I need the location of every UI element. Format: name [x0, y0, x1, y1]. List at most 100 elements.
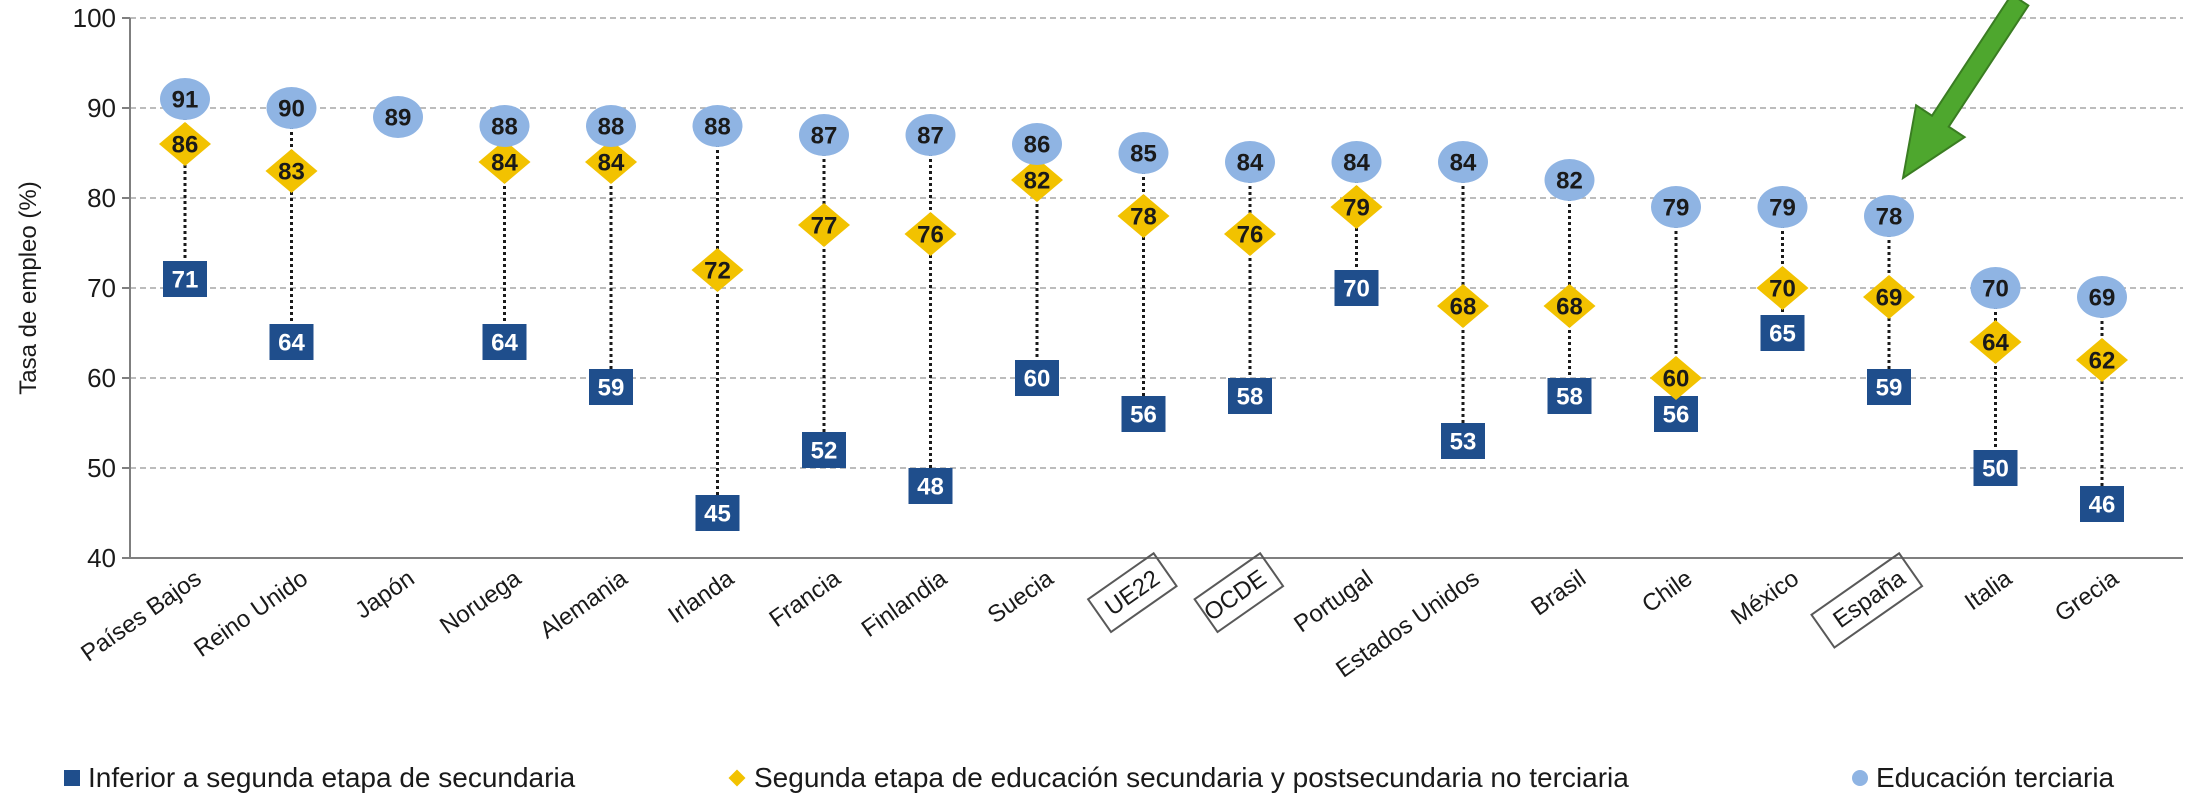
category-label-box	[1086, 551, 1178, 634]
tertiary-circle	[799, 114, 849, 156]
legend-label: Educación terciaria	[1876, 762, 2115, 793]
y-tick-label: 90	[87, 93, 116, 123]
category-label-group: Reino Unido	[189, 565, 313, 663]
tertiary-circle	[266, 87, 317, 129]
category-label: Países Bajos	[76, 565, 206, 667]
tertiary-value-label: 88	[491, 114, 518, 141]
tertiary-value-label: 90	[278, 96, 305, 123]
upper-secondary-value-label: 79	[1343, 195, 1370, 222]
category-label: OCDE	[1199, 565, 1271, 627]
upper-secondary-diamond	[1543, 284, 1596, 328]
tertiary-value-label: 84	[1237, 150, 1264, 177]
lower-secondary-square	[2080, 486, 2124, 522]
tertiary-circle	[1331, 141, 1382, 183]
category-label: Reino Unido	[189, 565, 313, 663]
upper-secondary-diamond	[1224, 212, 1276, 256]
legend-label: Inferior a segunda etapa de secundaria	[88, 762, 576, 793]
upper-secondary-value-label: 68	[1450, 294, 1477, 321]
lower-secondary-square	[1760, 315, 1805, 351]
upper-secondary-diamond	[1863, 275, 1915, 319]
category-label: Francia	[764, 564, 846, 632]
legend-item-upper-secondary: Segunda etapa de educación secundaria y …	[728, 762, 1629, 794]
upper-secondary-diamond	[1437, 284, 1489, 328]
upper-secondary-value-label: 84	[598, 150, 625, 177]
tertiary-value-label: 86	[1024, 132, 1051, 159]
lower-secondary-square	[1867, 369, 1911, 405]
category-label: Italia	[1960, 564, 2018, 616]
tertiary-circle	[1651, 186, 1701, 228]
category-label-group: Japón	[350, 565, 419, 625]
tertiary-value-label: 84	[1450, 150, 1477, 177]
tertiary-circle	[692, 105, 743, 147]
tertiary-value-label: 84	[1343, 150, 1370, 177]
upper-secondary-value-label: 62	[2089, 348, 2116, 375]
legend-item-tertiary: Educación terciaria	[1852, 762, 2114, 794]
upper-secondary-value-label: 70	[1769, 276, 1796, 303]
tertiary-circle	[479, 105, 530, 147]
category-label: Irlanda	[663, 564, 739, 629]
lower-secondary-square	[1015, 360, 1059, 396]
upper-secondary-value-label: 83	[278, 159, 305, 186]
lower-secondary-value-label: 70	[1343, 276, 1370, 303]
lower-secondary-value-label: 48	[917, 474, 944, 501]
legend-square-marker	[64, 770, 80, 786]
upper-secondary-diamond	[1756, 266, 1809, 310]
lower-secondary-square	[695, 495, 740, 531]
category-label-group: Chile	[1637, 565, 1697, 618]
category-label: Finlandia	[857, 564, 953, 642]
lower-secondary-value-label: 45	[704, 501, 731, 528]
y-tick-label: 80	[87, 183, 116, 213]
upper-secondary-diamond	[478, 140, 531, 184]
lower-secondary-value-label: 59	[598, 375, 625, 402]
category-label-box	[1810, 551, 1924, 649]
lower-secondary-square	[269, 324, 314, 360]
lower-secondary-square	[1654, 396, 1698, 432]
lower-secondary-value-label: 60	[1024, 366, 1051, 393]
category-label-group: México	[1726, 565, 1804, 631]
lower-secondary-value-label: 59	[1876, 375, 1903, 402]
tertiary-circle	[1864, 195, 1914, 237]
lower-secondary-square	[1973, 450, 2018, 486]
tertiary-circle	[1225, 141, 1275, 183]
y-tick-label: 60	[87, 363, 116, 393]
category-label: Alemania	[535, 564, 633, 644]
lower-secondary-value-label: 71	[172, 267, 199, 294]
tertiary-value-label: 69	[2089, 285, 2116, 312]
lower-secondary-square	[589, 369, 633, 405]
y-tick-label: 70	[87, 273, 116, 303]
category-label-group: Finlandia	[857, 564, 953, 642]
tertiary-circle	[1438, 141, 1488, 183]
upper-secondary-value-label: 77	[811, 213, 838, 240]
employment-rate-chart: 40 50 60 70 80 90 100 Tasa de empleo (%) 71 86 9…	[15, 0, 2183, 683]
category-label: UE22	[1100, 565, 1165, 622]
upper-secondary-value-label: 72	[704, 258, 731, 285]
lower-secondary-square	[1547, 378, 1592, 414]
tertiary-value-label: 87	[917, 123, 944, 150]
arrow-shape	[1901, 0, 2030, 181]
upper-secondary-value-label: 76	[917, 222, 944, 249]
lower-secondary-value-label: 52	[811, 438, 838, 465]
lower-secondary-value-label: 46	[2089, 492, 2116, 519]
upper-secondary-diamond	[2076, 338, 2128, 382]
lower-secondary-square	[1441, 423, 1485, 459]
legend-item-lower-secondary: Inferior a segunda etapa de secundaria	[64, 762, 575, 794]
y-axis-label: Tasa de empleo (%)	[15, 181, 42, 394]
category-label-group: Suecia	[983, 564, 1059, 629]
lower-secondary-value-label: 65	[1769, 321, 1796, 348]
category-label-group: Portugal	[1289, 565, 1378, 638]
tertiary-circle	[160, 78, 210, 120]
category-label-group: Grecia	[2050, 564, 2124, 627]
tertiary-circle	[1118, 132, 1169, 174]
category-label-group: Países Bajos	[76, 565, 206, 667]
upper-secondary-diamond	[1969, 320, 2022, 364]
upper-secondary-diamond	[691, 248, 744, 292]
tertiary-circle	[1012, 123, 1062, 165]
upper-secondary-diamond	[1011, 158, 1063, 202]
lower-secondary-value-label: 53	[1450, 429, 1477, 456]
category-label-group: Brasil	[1526, 565, 1591, 622]
data-marks: 71 86 91 64 83 90 89 64 84 88 59 84 88 45 72 88 52 77 87 48…	[159, 78, 2128, 531]
tertiary-circle	[2077, 276, 2127, 318]
lower-secondary-square	[908, 468, 953, 504]
category-label: Grecia	[2050, 564, 2124, 627]
